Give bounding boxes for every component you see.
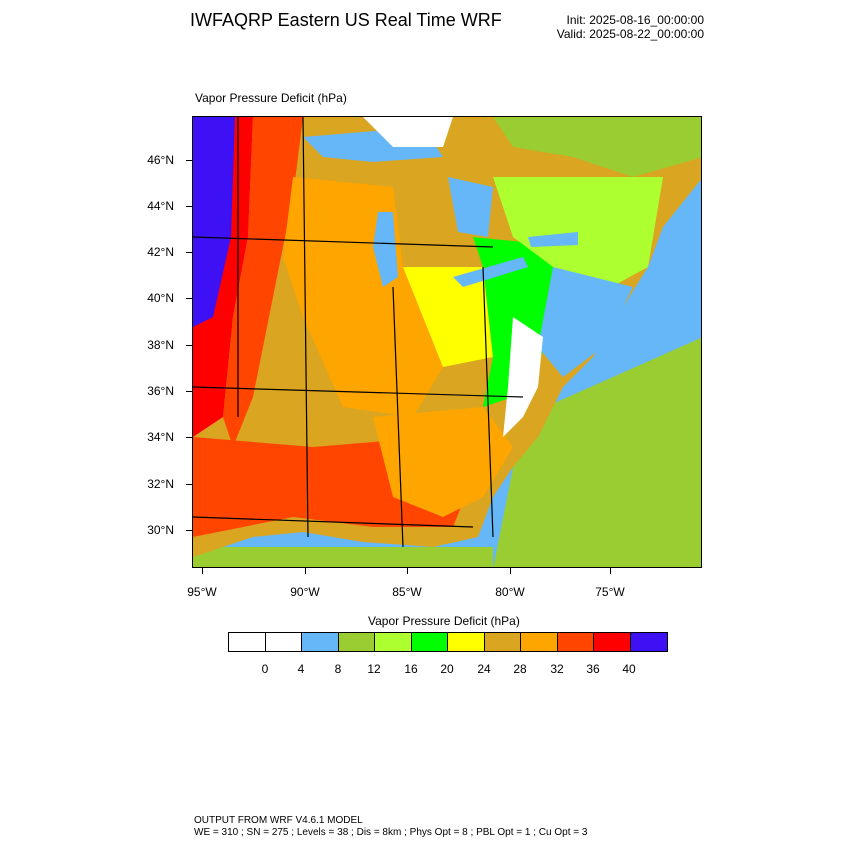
lon-label-85: 85°W bbox=[392, 585, 422, 599]
appalachian-white bbox=[503, 317, 543, 437]
lake-huron bbox=[448, 177, 493, 237]
lat-tick bbox=[186, 206, 192, 207]
southeast-orange bbox=[373, 407, 513, 517]
ohio-yellow bbox=[403, 267, 493, 367]
colorbar-label: 20 bbox=[440, 662, 454, 676]
colorbar-label: 16 bbox=[404, 662, 418, 676]
lake-michigan bbox=[373, 212, 398, 287]
colorbar-label: 40 bbox=[622, 662, 636, 676]
colorbar-label: 12 bbox=[367, 662, 381, 676]
lat-label-34: 34°N bbox=[147, 430, 174, 444]
lat-label-42: 42°N bbox=[147, 245, 174, 259]
atlantic-region bbox=[493, 337, 701, 567]
lake-erie bbox=[453, 257, 528, 287]
colorbar-label: 36 bbox=[586, 662, 600, 676]
footer-config-line: WE = 310 ; SN = 275 ; Levels = 38 ; Dis … bbox=[194, 827, 588, 838]
lon-tick bbox=[510, 568, 511, 574]
colorbar-box bbox=[521, 633, 558, 651]
lake-ontario bbox=[528, 232, 578, 247]
colorbar-box bbox=[484, 633, 521, 651]
lon-label-95: 95°W bbox=[187, 585, 217, 599]
lat-tick bbox=[186, 530, 192, 531]
west-blue-zone bbox=[193, 117, 235, 327]
lat-label-30: 30°N bbox=[147, 523, 174, 537]
lon-label-80: 80°W bbox=[495, 585, 525, 599]
appalachian-green bbox=[473, 237, 573, 407]
lat-tick bbox=[186, 391, 192, 392]
lat-tick bbox=[186, 252, 192, 253]
colorbar-label: 28 bbox=[513, 662, 527, 676]
colorbar-box bbox=[229, 633, 266, 651]
lon-label-90: 90°W bbox=[290, 585, 320, 599]
field-label: Vapor Pressure Deficit (hPa) bbox=[195, 91, 347, 105]
northeast-blue bbox=[538, 267, 633, 377]
lat-tick bbox=[186, 160, 192, 161]
colorbar-box bbox=[557, 633, 594, 651]
lon-label-75: 75°W bbox=[595, 585, 625, 599]
lat-tick bbox=[186, 345, 192, 346]
init-time: Init: 2025-08-16_00:00:00 bbox=[566, 13, 704, 27]
lat-label-32: 32°N bbox=[147, 477, 174, 491]
colorbar-label: 0 bbox=[261, 662, 269, 676]
lat-label-44: 44°N bbox=[147, 199, 174, 213]
colorbar-label: 24 bbox=[477, 662, 491, 676]
colorbar-box bbox=[265, 633, 302, 651]
colorbar-box bbox=[448, 633, 485, 651]
lat-tick bbox=[186, 484, 192, 485]
canada-north bbox=[493, 117, 701, 177]
state-borders bbox=[193, 117, 524, 548]
colorbar-box bbox=[338, 633, 375, 651]
lat-label-38: 38°N bbox=[147, 338, 174, 352]
central-orange bbox=[283, 177, 443, 417]
lat-label-36: 36°N bbox=[147, 384, 174, 398]
colorbar-label: 8 bbox=[334, 662, 342, 676]
lon-tick bbox=[202, 568, 203, 574]
lon-tick bbox=[610, 568, 611, 574]
colorbar-box bbox=[375, 633, 412, 651]
colorbar-label: 32 bbox=[550, 662, 564, 676]
colorbar-label: 4 bbox=[297, 662, 305, 676]
colorbar-box bbox=[594, 633, 631, 651]
colorbar-box bbox=[630, 633, 667, 651]
lon-tick bbox=[305, 568, 306, 574]
colorbar bbox=[228, 632, 668, 652]
colorbar-box bbox=[411, 633, 448, 651]
canada-white bbox=[363, 117, 453, 147]
valid-time: Valid: 2025-08-22_00:00:00 bbox=[556, 27, 704, 41]
vpd-map bbox=[192, 116, 702, 568]
west-orangered-zone bbox=[223, 117, 303, 447]
plot-title: IWFAQRP Eastern US Real Time WRF bbox=[190, 10, 502, 30]
lat-tick bbox=[186, 298, 192, 299]
lat-tick bbox=[186, 437, 192, 438]
colorbar-title: Vapor Pressure Deficit (hPa) bbox=[368, 614, 520, 628]
colorbar-box bbox=[302, 633, 339, 651]
lon-tick bbox=[407, 568, 408, 574]
lat-label-40: 40°N bbox=[147, 291, 174, 305]
lat-label-46: 46°N bbox=[147, 153, 174, 167]
footer-model-line: OUTPUT FROM WRF V4.6.1 MODEL bbox=[194, 815, 363, 826]
gulf-region bbox=[193, 547, 493, 567]
